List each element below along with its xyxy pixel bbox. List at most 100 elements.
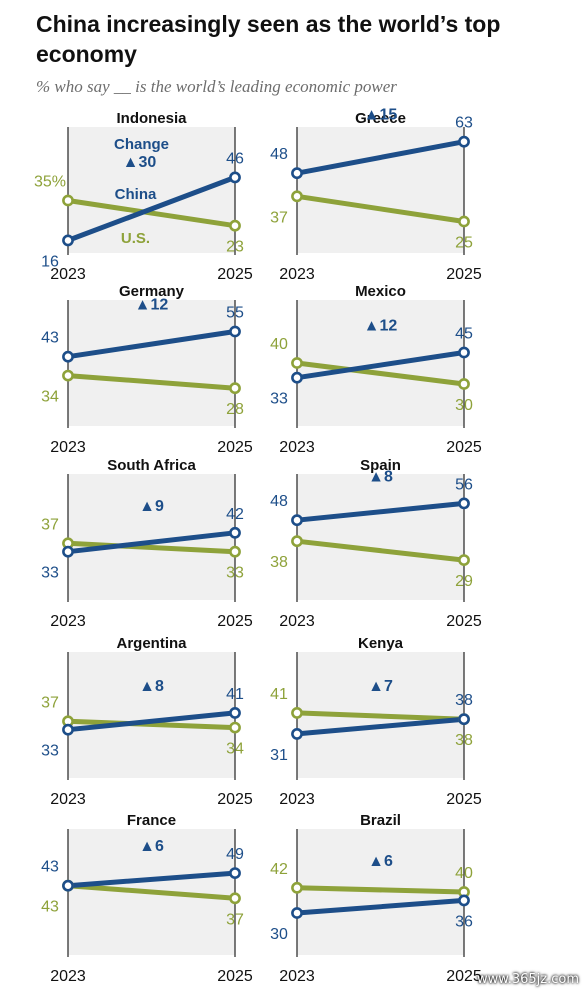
panel-argentina: Argentina 2023 2025 33 37 41 34 ▲8: [41, 635, 253, 808]
us-data-label: 35%: [34, 174, 66, 191]
x-tick-label: 2025: [446, 439, 482, 456]
us-data-label: 40: [455, 865, 473, 882]
china-point: [458, 346, 470, 359]
x-tick-label: 2025: [446, 266, 482, 283]
us-data-label: 29: [455, 573, 473, 590]
china-series-line: [65, 174, 238, 243]
china-data-label: 48: [270, 146, 288, 163]
china-series-line: [294, 139, 467, 176]
china-point: [458, 135, 470, 148]
china-data-label: 49: [226, 846, 244, 863]
china-data-label: 41: [226, 686, 244, 703]
china-data-label: 43: [41, 859, 59, 876]
china-series-line: [294, 716, 467, 737]
us-data-label: 37: [41, 516, 59, 533]
china-data-label: 33: [270, 391, 288, 408]
china-series-line: [65, 530, 238, 555]
us-point: [229, 545, 241, 558]
x-tick-label: 2025: [217, 791, 253, 808]
us-point: [291, 707, 303, 719]
change-label: ▲6: [139, 838, 164, 855]
china-data-label: 31: [270, 747, 288, 764]
us-series-line: [65, 373, 238, 391]
china-data-label: 43: [41, 330, 59, 347]
us-data-label: 40: [270, 336, 288, 353]
china-data-label: 16: [41, 253, 59, 270]
china-series-line: [294, 500, 467, 523]
panel-title: Germany: [119, 283, 185, 300]
legend-change-label: Change: [114, 136, 169, 153]
china-point: [62, 879, 74, 892]
china-point: [229, 707, 241, 719]
us-data-label: 37: [226, 911, 244, 928]
china-point: [62, 234, 74, 247]
x-tick-label: 2025: [446, 791, 482, 808]
us-data-label: 30: [455, 397, 473, 414]
china-data-label: 55: [226, 305, 244, 322]
change-label: ▲9: [139, 498, 164, 515]
china-point: [229, 526, 241, 539]
us-point: [458, 215, 470, 228]
china-data-label: 42: [226, 506, 244, 523]
panel-title: Greece: [355, 110, 406, 127]
us-series-line: [65, 883, 238, 901]
panel-brazil: Brazil 2023 2025 30 42 36 40 ▲6: [270, 812, 482, 985]
x-tick-label: 2025: [217, 968, 253, 985]
change-label: ▲12: [364, 318, 398, 335]
chart-title: China increasingly seen as the world’s t…: [36, 11, 501, 67]
us-data-label: 42: [270, 861, 288, 878]
panel-france: France 2023 2025 43 43 49 37 ▲6: [41, 812, 253, 985]
change-label: ▲6: [368, 853, 393, 870]
china-point: [229, 171, 241, 184]
panel-greece: Greece 2023 2025 48 37 63 25 ▲15: [270, 107, 482, 283]
china-data-label: 46: [226, 150, 244, 167]
china-series-line: [65, 710, 238, 733]
x-tick-label: 2023: [50, 439, 86, 456]
us-point: [458, 554, 470, 566]
china-point: [229, 325, 241, 338]
legend-china-label: China: [115, 186, 157, 203]
panel-title: South Africa: [107, 457, 196, 474]
china-point: [458, 497, 470, 510]
chart-subtitle: % who say __ is the world’s leading econ…: [36, 77, 397, 96]
china-point: [458, 894, 470, 907]
china-point: [62, 545, 74, 558]
china-data-label: 56: [455, 476, 473, 493]
us-series-line: [294, 538, 467, 563]
china-point: [62, 723, 74, 736]
us-point: [229, 382, 241, 395]
us-data-label: 25: [455, 235, 473, 252]
china-point: [291, 371, 303, 384]
x-tick-label: 2023: [50, 266, 86, 283]
china-series-line: [294, 897, 467, 916]
x-tick-label: 2025: [217, 266, 253, 283]
x-tick-label: 2025: [446, 968, 482, 985]
us-point: [229, 219, 241, 232]
us-data-label: 34: [226, 741, 244, 758]
us-series-line: [294, 885, 467, 895]
panel-title: Kenya: [358, 635, 404, 652]
us-point: [291, 535, 303, 548]
us-point: [229, 721, 241, 734]
legend-us-label: U.S.: [121, 230, 150, 247]
china-series-line: [65, 329, 238, 360]
china-data-label: 63: [455, 115, 473, 132]
china-series-line: [294, 350, 467, 381]
panel-kenya: Kenya 2023 2025 31 41 38 38 ▲7: [270, 635, 482, 808]
us-data-label: 34: [41, 389, 59, 406]
us-series-line: [294, 710, 467, 722]
china-series-line: [65, 870, 238, 889]
panel-mexico: Mexico 2023 2025 33 40 45 30 ▲12: [270, 283, 482, 456]
china-point: [291, 907, 303, 919]
watermark: www.365jz.com: [477, 972, 579, 987]
panel-title: Argentina: [116, 635, 187, 652]
x-tick-label: 2023: [279, 439, 315, 456]
change-label: ▲8: [139, 678, 164, 695]
us-series-line: [65, 198, 238, 229]
china-point: [291, 167, 303, 180]
panel-title: Mexico: [355, 283, 406, 300]
x-tick-label: 2025: [217, 439, 253, 456]
china-data-label: 33: [41, 743, 59, 760]
x-tick-label: 2023: [279, 613, 315, 630]
